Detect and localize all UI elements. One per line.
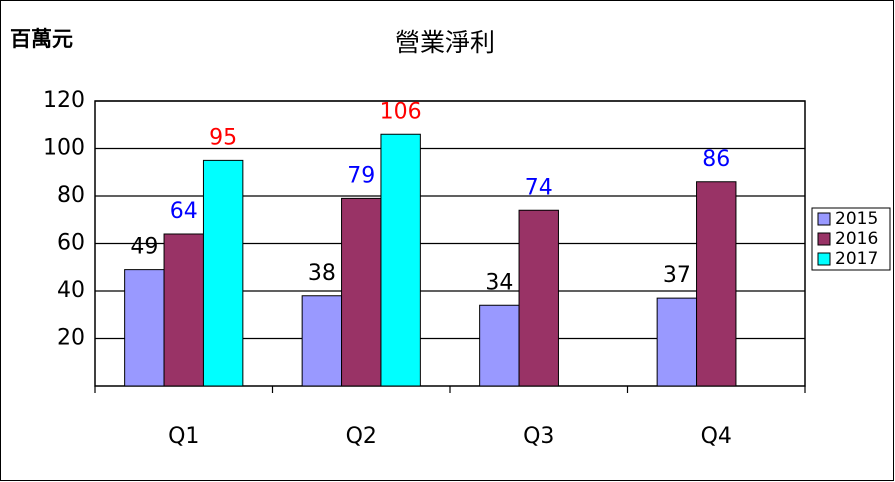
data-label: 79	[347, 163, 375, 188]
data-label: 38	[308, 261, 336, 286]
x-tick-label: Q3	[523, 424, 554, 449]
bar	[380, 133, 421, 387]
bar	[202, 159, 244, 387]
bar	[341, 197, 382, 387]
data-label: 34	[485, 270, 513, 295]
y-tick-label: 40	[57, 278, 85, 303]
y-axis-label: 百萬元	[10, 27, 73, 51]
data-label: 74	[525, 175, 553, 200]
bar	[301, 295, 343, 387]
data-label: 86	[702, 147, 730, 172]
data-label: 64	[170, 199, 198, 224]
y-tick-label: 20	[57, 326, 85, 351]
y-tick-label: 80	[57, 183, 85, 208]
bar	[163, 233, 204, 387]
data-label: 95	[209, 125, 237, 150]
bar	[518, 209, 559, 387]
data-label: 106	[380, 99, 422, 124]
x-tick-label: Q4	[701, 424, 732, 449]
legend-swatch	[817, 252, 831, 266]
bar	[696, 181, 737, 387]
x-tick-label: Q1	[168, 424, 199, 449]
bar	[124, 269, 165, 387]
legend-label: 2016	[835, 229, 878, 249]
bar	[479, 304, 520, 387]
y-tick-label: 100	[43, 136, 85, 161]
legend-swatch	[817, 212, 831, 226]
data-label: 37	[663, 263, 691, 288]
data-label: 49	[130, 235, 158, 260]
bar	[656, 297, 698, 387]
legend-swatch	[817, 232, 831, 246]
y-tick-label: 60	[57, 231, 85, 256]
legend-label: 2017	[835, 249, 878, 269]
y-tick-label: 120	[43, 88, 85, 113]
x-tick-label: Q2	[346, 424, 377, 449]
chart-title: 營業淨利	[395, 28, 495, 57]
legend-label: 2015	[835, 209, 878, 229]
